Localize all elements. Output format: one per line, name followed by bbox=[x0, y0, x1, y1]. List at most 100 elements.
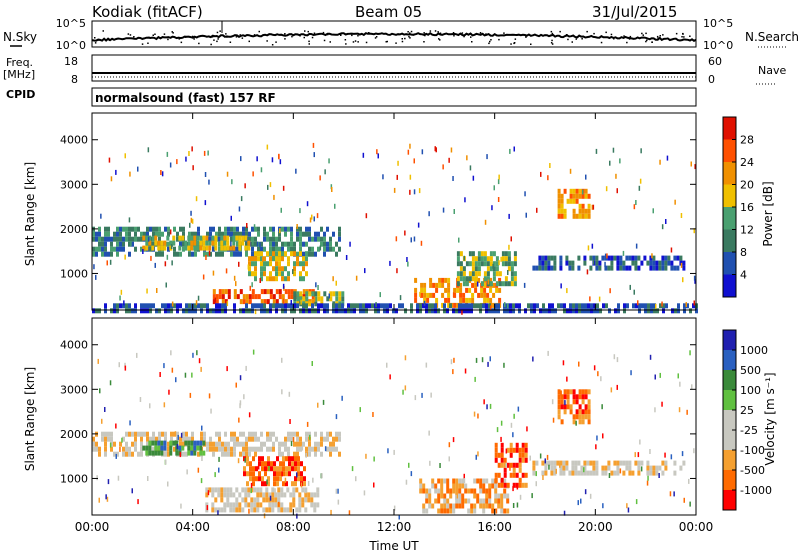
heatmap-speck bbox=[616, 384, 618, 390]
heatmap-cell bbox=[304, 497, 308, 503]
heatmap-cell bbox=[290, 236, 293, 242]
heatmap-cell bbox=[563, 308, 566, 314]
heatmap-cell bbox=[524, 442, 528, 448]
heatmap-cell bbox=[329, 291, 333, 297]
heatmap-speck bbox=[464, 368, 467, 374]
heatmap-speck bbox=[214, 472, 216, 478]
heatmap-cell bbox=[258, 476, 261, 482]
heatmap-cell bbox=[644, 308, 647, 314]
heatmap-cell bbox=[512, 462, 516, 468]
heatmap-cell bbox=[293, 241, 296, 247]
heatmap-cell bbox=[503, 508, 507, 514]
heatmap-speck bbox=[630, 370, 632, 376]
heatmap-cell bbox=[296, 296, 300, 302]
heatmap-speck bbox=[408, 462, 410, 468]
heatmap-cell bbox=[163, 440, 167, 446]
heatmap-cell bbox=[297, 471, 300, 477]
heatmap-cell bbox=[134, 446, 137, 452]
heatmap-cell bbox=[113, 451, 116, 457]
heatmap-cell bbox=[140, 236, 143, 242]
heatmap-cell bbox=[164, 451, 167, 457]
heatmap-cell bbox=[581, 419, 585, 425]
heatmap-speck bbox=[150, 255, 152, 261]
heatmap-cell bbox=[467, 498, 471, 504]
heatmap-cell bbox=[426, 292, 430, 298]
heatmap-cell bbox=[110, 241, 113, 247]
heatmap-speck bbox=[359, 407, 361, 413]
heatmap-speck bbox=[146, 288, 148, 294]
heatmap-cell bbox=[308, 246, 311, 252]
heatmap-cell bbox=[503, 472, 507, 478]
heatmap-cell bbox=[544, 470, 548, 476]
heatmap-cell bbox=[595, 265, 599, 271]
heatmap-cell bbox=[208, 245, 212, 251]
heatmap-cell bbox=[209, 226, 212, 232]
heatmap-speck bbox=[260, 167, 263, 173]
heatmap-cell bbox=[164, 431, 167, 437]
heatmap-speck bbox=[529, 455, 531, 461]
heatmap-speck bbox=[664, 452, 666, 458]
nsearch-dot bbox=[453, 35, 455, 37]
heatmap-cell bbox=[462, 276, 466, 282]
heatmap-speck bbox=[95, 274, 97, 280]
heatmap-cell bbox=[224, 308, 227, 314]
heatmap-cell bbox=[506, 482, 510, 488]
heatmap-cell bbox=[625, 255, 629, 261]
heatmap-cell bbox=[575, 409, 579, 415]
heatmap-cell bbox=[288, 456, 291, 462]
heatmap-cell bbox=[154, 240, 158, 246]
heatmap-cell bbox=[649, 265, 653, 271]
heatmap-cell bbox=[176, 251, 179, 257]
heatmap-cell bbox=[158, 231, 161, 237]
heatmap-cell bbox=[257, 294, 261, 300]
heatmap-cell bbox=[235, 487, 239, 493]
heatmap-speck bbox=[396, 174, 398, 180]
heatmap-cell bbox=[285, 466, 288, 472]
heatmap-cell bbox=[471, 256, 475, 262]
heatmap-cell bbox=[301, 502, 305, 508]
heatmap-cell bbox=[299, 226, 302, 232]
heatmap-cell bbox=[215, 303, 218, 309]
colorbar-tick-label: 100 bbox=[740, 384, 761, 397]
heatmap-cell bbox=[638, 303, 641, 309]
nsearch-dot bbox=[408, 35, 410, 38]
heatmap-cell bbox=[510, 266, 514, 272]
heatmap-speck bbox=[421, 149, 424, 155]
heatmap-cell bbox=[665, 303, 668, 309]
heatmap-cell bbox=[263, 303, 266, 309]
heatmap-cell bbox=[251, 236, 254, 242]
nsearch-dot bbox=[410, 30, 413, 33]
heatmap-speck bbox=[238, 206, 241, 212]
heatmap-cell bbox=[449, 503, 453, 509]
heatmap-cell bbox=[264, 461, 267, 467]
heatmap-cell bbox=[113, 308, 116, 314]
nsearch-dot bbox=[662, 34, 664, 36]
heatmap-speck bbox=[428, 211, 430, 217]
heatmap-cell bbox=[110, 441, 113, 447]
heatmap-speck bbox=[309, 217, 312, 223]
heatmap-cell bbox=[285, 471, 288, 477]
heatmap-speck bbox=[174, 440, 177, 446]
heatmap-cell bbox=[308, 431, 311, 437]
heatmap-cell bbox=[298, 502, 302, 508]
heatmap-cell bbox=[637, 255, 641, 261]
heatmap-cell bbox=[98, 446, 101, 452]
heatmap-speck bbox=[425, 362, 428, 368]
heatmap-speck bbox=[376, 149, 378, 155]
nsearch-dot bbox=[258, 30, 260, 33]
freq-frame bbox=[91, 54, 697, 82]
heatmap-speck bbox=[319, 175, 321, 181]
heatmap-cell bbox=[233, 446, 236, 452]
heatmap-cell bbox=[212, 441, 215, 447]
heatmap-cell bbox=[224, 299, 228, 305]
heatmap-cell bbox=[212, 308, 215, 314]
heatmap-cell bbox=[581, 203, 585, 209]
heatmap-cell bbox=[305, 271, 308, 277]
heatmap-speck bbox=[231, 179, 233, 185]
heatmap-cell bbox=[477, 271, 481, 277]
heatmap-cell bbox=[131, 226, 134, 232]
heatmap-speck bbox=[245, 365, 247, 371]
heatmap-cell bbox=[281, 241, 284, 247]
heatmap-cell bbox=[280, 507, 284, 513]
heatmap-speck bbox=[654, 374, 656, 380]
